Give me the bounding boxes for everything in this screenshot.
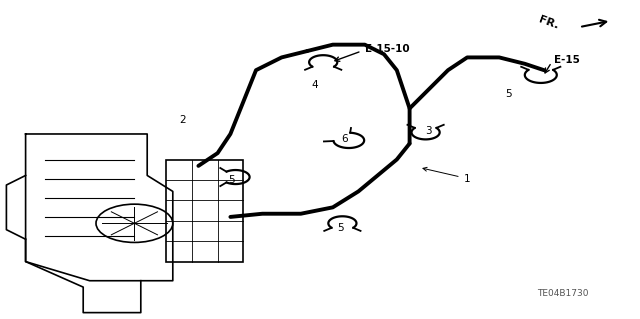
Text: TE04B1730: TE04B1730 [538,289,589,298]
Text: 6: 6 [341,134,348,144]
Text: 5: 5 [228,175,235,185]
Text: 4: 4 [312,79,318,90]
Text: E-15-10: E-15-10 [365,44,410,55]
Bar [166,160,243,262]
Text: 2: 2 [179,115,186,125]
Text: E-15: E-15 [554,55,579,65]
Text: 5: 5 [506,89,512,99]
Text: 1: 1 [464,174,470,184]
Text: 5: 5 [337,223,344,233]
Text: FR.: FR. [538,14,560,31]
Text: 3: 3 [426,126,432,136]
